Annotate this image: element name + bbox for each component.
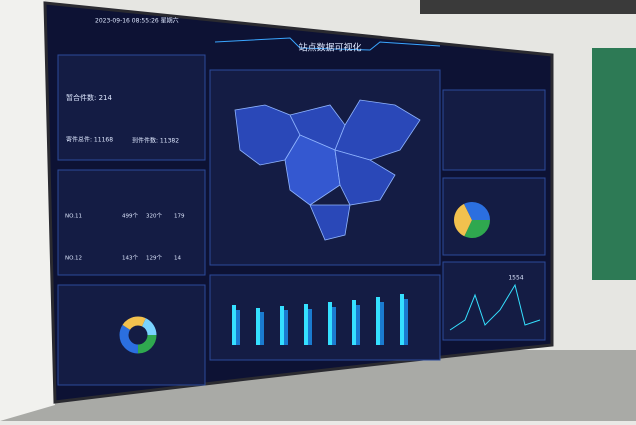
pie xyxy=(454,202,490,238)
left-wall xyxy=(0,0,55,421)
bar xyxy=(284,310,288,345)
bar xyxy=(352,300,356,345)
bar xyxy=(236,310,240,345)
bar xyxy=(260,312,264,345)
cell: 143个 xyxy=(122,255,138,262)
bar xyxy=(232,305,236,345)
cell: 499个 xyxy=(122,213,138,220)
bar xyxy=(308,309,312,345)
ceiling-light xyxy=(420,0,636,14)
table: NO.11 499个 320个 179 NO.12 143个 129个 14 xyxy=(65,213,185,262)
cell: 320个 xyxy=(146,213,162,220)
bar xyxy=(404,299,408,345)
bar xyxy=(328,302,332,345)
cell: NO.11 xyxy=(65,214,82,220)
green-panel xyxy=(592,48,636,280)
dashboard: 2023-09-16 08:55:26 星期六 站点数据可视化 暂合件数: 21… xyxy=(57,17,546,386)
donut xyxy=(119,316,157,354)
cell: 14 xyxy=(174,256,181,262)
slice xyxy=(119,316,157,354)
bar xyxy=(256,308,260,345)
bar xyxy=(304,304,308,345)
region xyxy=(309,204,351,241)
bar xyxy=(356,305,360,345)
bar xyxy=(332,307,336,345)
line xyxy=(449,283,541,331)
pending: 暂合件数: 214 xyxy=(66,93,112,102)
slice xyxy=(119,316,157,354)
slice xyxy=(454,202,490,238)
cell: 129个 xyxy=(146,255,162,262)
slice xyxy=(454,202,490,238)
bar xyxy=(400,294,404,345)
datetime: 2023-09-16 08:55:26 星期六 xyxy=(95,17,179,25)
peak-label: 1554 xyxy=(508,275,523,282)
bar xyxy=(376,297,380,345)
title: 站点数据可视化 xyxy=(298,42,361,54)
cell: 179 xyxy=(174,214,185,220)
cell: NO.12 xyxy=(65,256,82,262)
received: 到件件数: 11382 xyxy=(132,137,179,145)
map xyxy=(234,99,421,241)
line-panel xyxy=(442,261,546,341)
bar xyxy=(380,302,384,345)
bars xyxy=(232,294,408,345)
donut-panel xyxy=(57,284,206,386)
table-panel xyxy=(57,169,206,276)
slice xyxy=(119,316,157,354)
bar xyxy=(280,306,284,345)
sent: 寄件总件: 11168 xyxy=(66,136,113,144)
title-frame xyxy=(214,37,441,51)
right-panel xyxy=(442,89,546,171)
summary-panel xyxy=(57,54,206,161)
